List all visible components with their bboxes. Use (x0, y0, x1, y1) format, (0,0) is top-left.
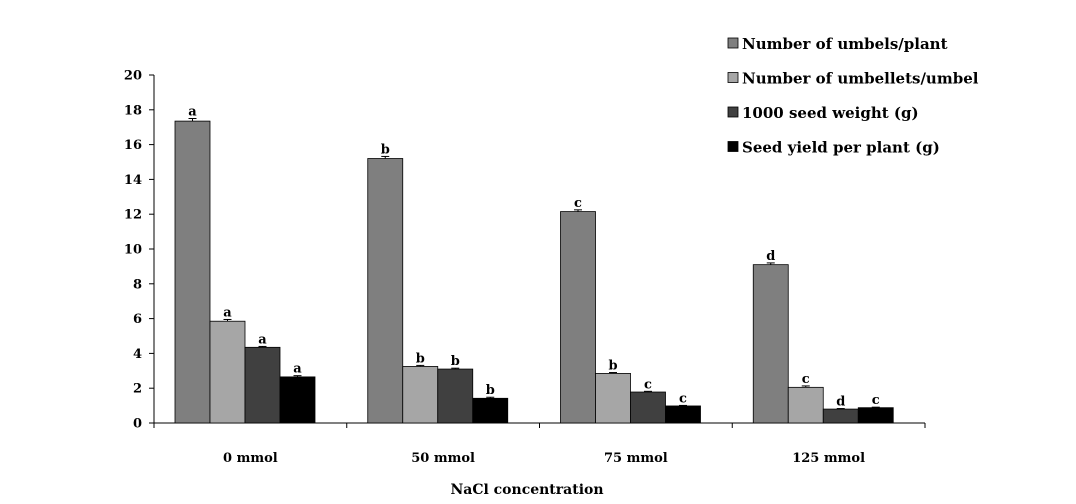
significance-label: b (381, 142, 390, 157)
y-tick-label: 16 (124, 138, 142, 153)
bar (560, 211, 596, 424)
significance-label: c (872, 393, 880, 408)
bars: a a a a b b b b c b c c d c d c (174, 105, 894, 424)
bar (367, 158, 404, 424)
x-category-label: 125 mmol (792, 451, 865, 466)
x-category-label: 0 mmol (223, 451, 278, 466)
significance-label: b (416, 351, 425, 366)
significance-label: c (802, 372, 810, 387)
significance-label: d (836, 395, 845, 410)
bar (209, 320, 246, 424)
significance-label: d (766, 249, 775, 264)
significance-label: c (574, 196, 582, 211)
axes: 0 2 4 6 8 10 12 14 16 18 20 0 mmol 50 mmol 75 mmol 125… (124, 69, 926, 466)
y-tick-label: 2 (133, 382, 142, 397)
significance-label: c (679, 391, 687, 406)
significance-label: b (608, 359, 617, 374)
bar (787, 386, 824, 424)
y-tick-label: 20 (124, 69, 142, 84)
significance-label: a (188, 105, 197, 120)
y-tick-label: 8 (133, 277, 142, 292)
y-tick-label: 14 (124, 173, 142, 188)
y-tick-label: 6 (133, 312, 142, 327)
bar (244, 346, 281, 424)
y-tick-label: 0 (133, 417, 142, 432)
bar (174, 120, 211, 424)
legend-label: 1000 seed weight (g) (742, 104, 919, 122)
legend-label: Number of umbels/plant (742, 35, 948, 53)
bar (752, 264, 789, 424)
significance-label: b (486, 383, 495, 398)
bar (402, 366, 439, 424)
bar (279, 376, 316, 424)
legend-swatch (727, 106, 739, 118)
bar (822, 408, 859, 424)
bar (437, 368, 474, 424)
legend-swatch (727, 37, 739, 49)
x-category-label: 75 mmol (604, 451, 668, 466)
legend-swatch (727, 141, 739, 152)
y-tick-label: 4 (133, 347, 142, 362)
x-category-label: 50 mmol (411, 451, 475, 466)
significance-label: c (644, 377, 652, 392)
y-tick-label: 12 (124, 208, 142, 223)
bar (665, 405, 701, 424)
y-tick-label: 10 (124, 243, 142, 258)
bar (857, 407, 894, 424)
significance-label: a (293, 362, 302, 377)
x-axis-title: NaCl concentration (450, 482, 603, 498)
significance-label: b (451, 354, 460, 369)
bar (472, 397, 509, 424)
y-tick-label: 18 (124, 103, 142, 118)
significance-label: a (223, 305, 232, 320)
legend-label: Seed yield per plant (g) (742, 139, 940, 157)
significance-label: a (258, 332, 267, 347)
legend: Number of umbels/plant Number of umbellet… (727, 35, 979, 157)
legend-label: Number of umbellets/umbel (742, 70, 979, 88)
legend-swatch (727, 72, 739, 83)
bar (630, 391, 666, 424)
bar (595, 373, 631, 424)
